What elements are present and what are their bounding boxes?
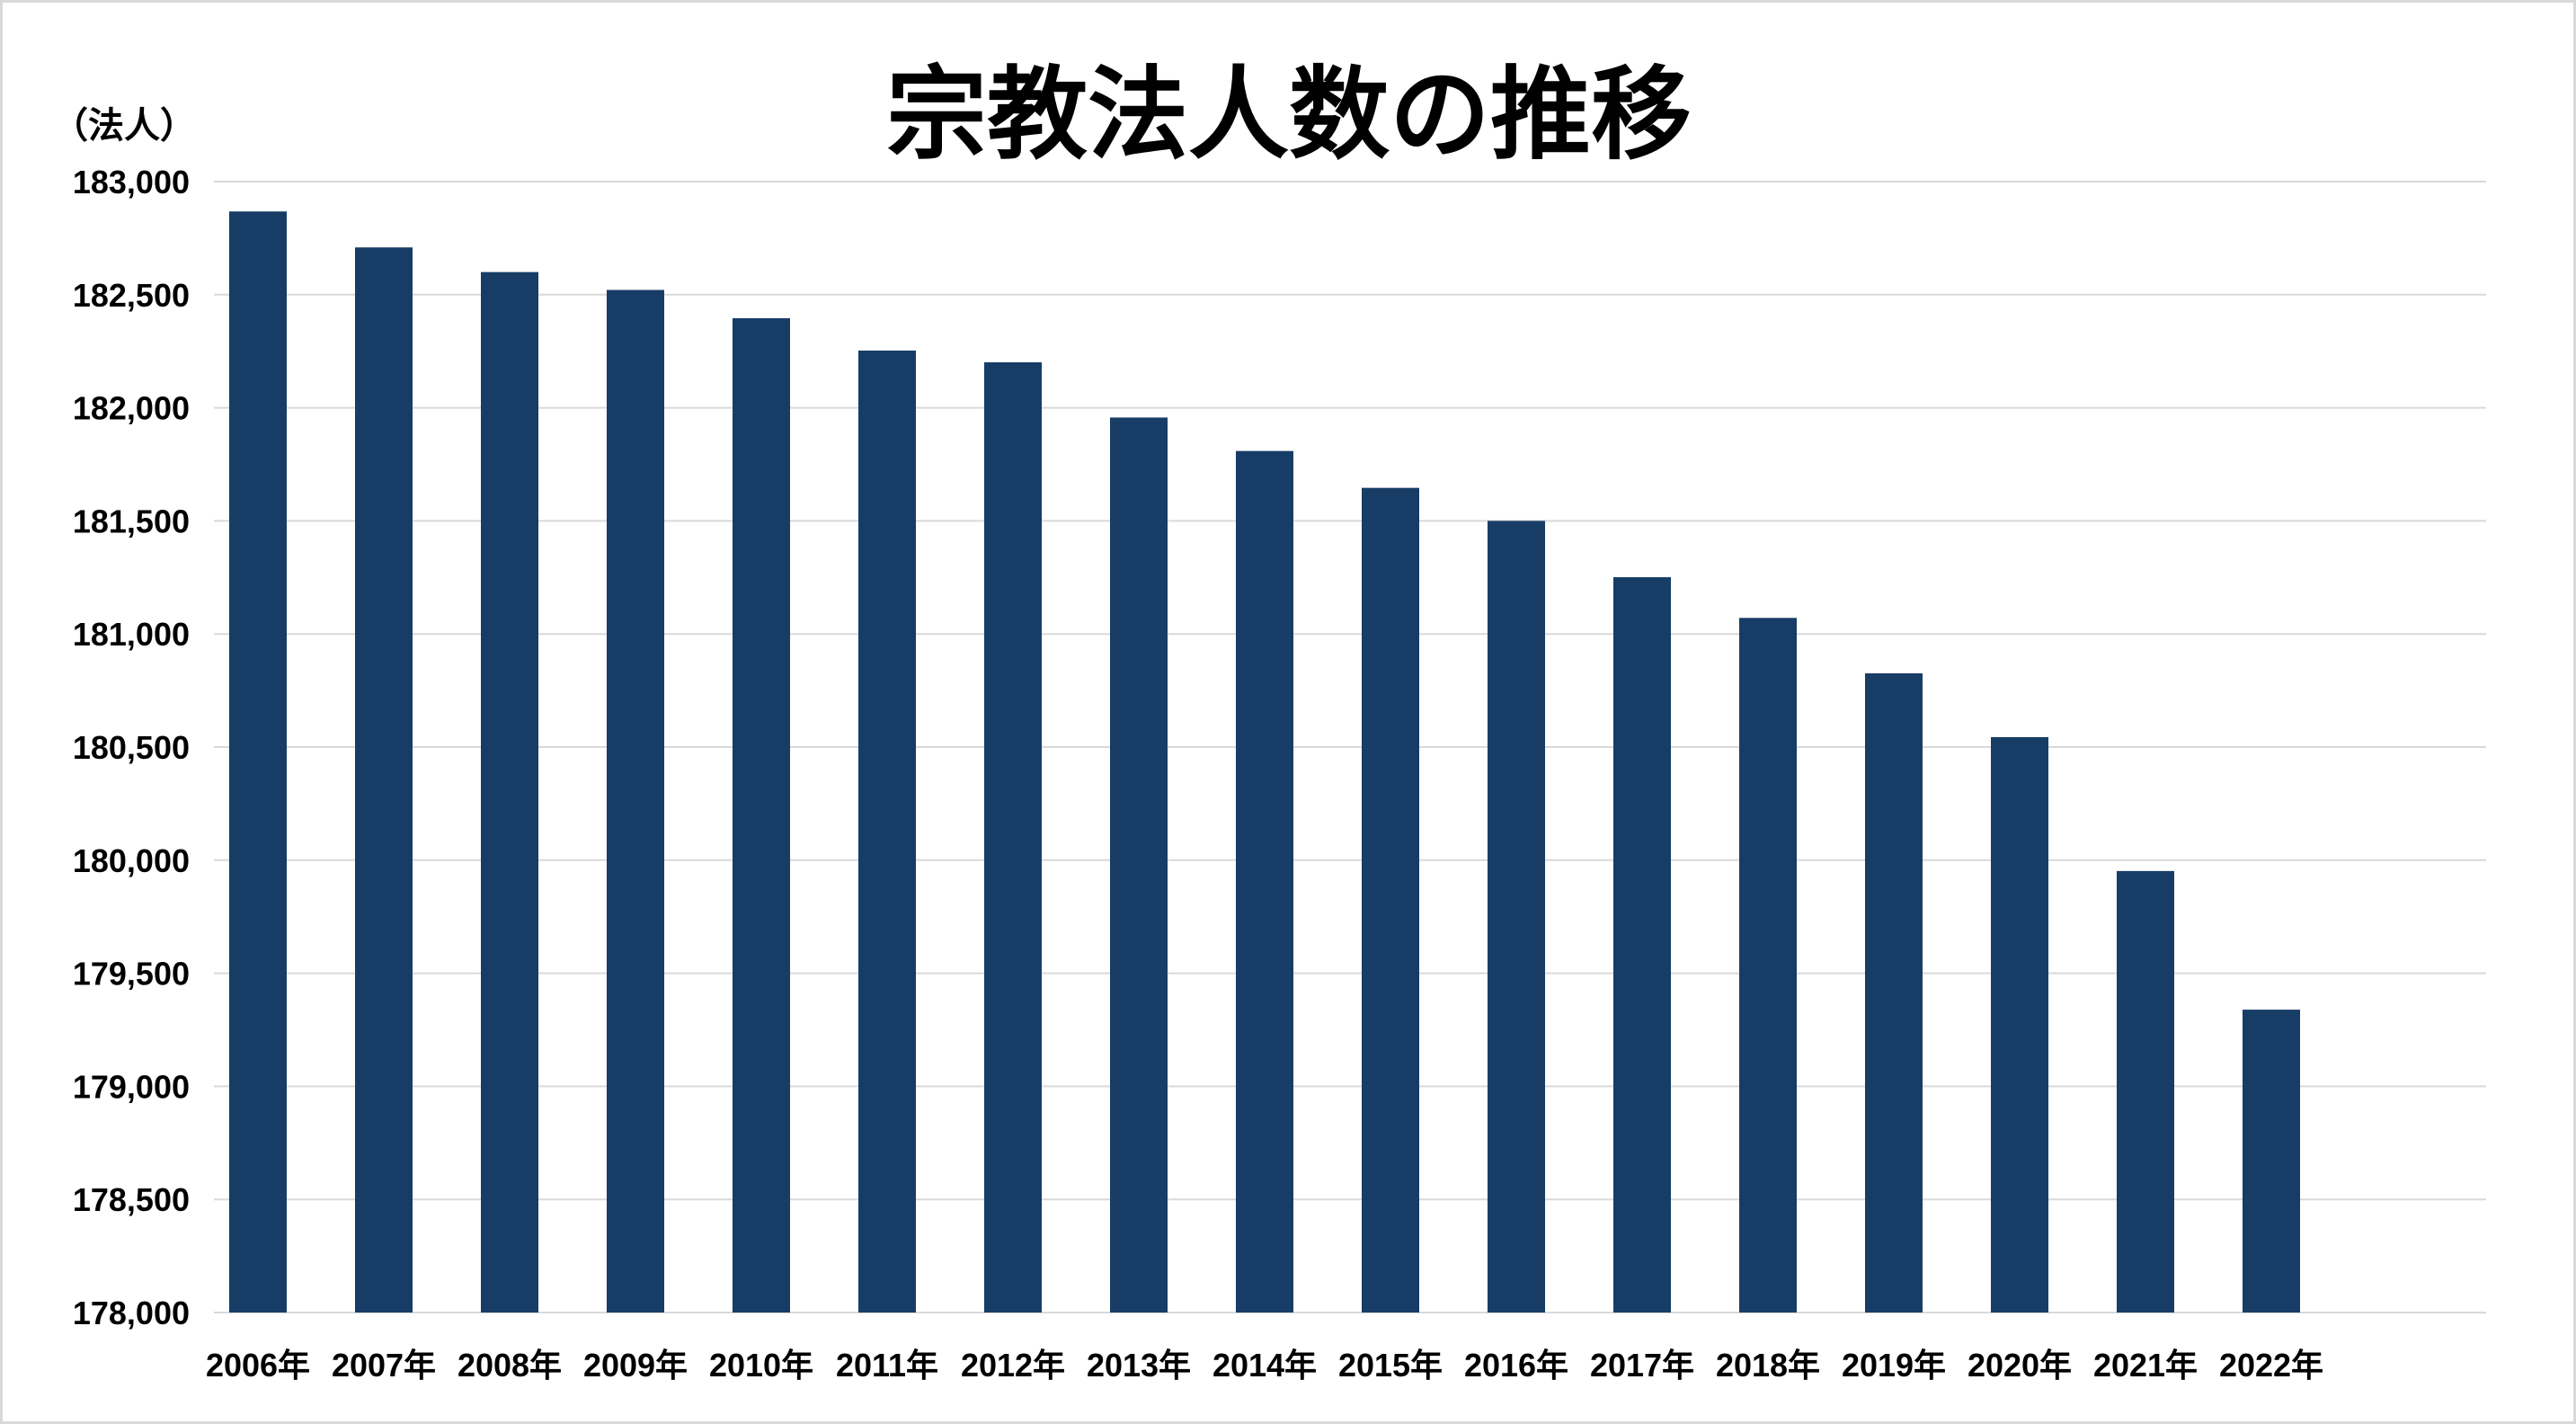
- y-axis-tick-labels: 178,000 178,500 179,000 179,500 180,000 180,5…: [73, 164, 190, 1331]
- bar-2013年: [1110, 417, 1168, 1313]
- bar-2015年: [1362, 487, 1419, 1313]
- y-tick-label: 179,000: [73, 1068, 190, 1105]
- x-tick-label: 2016年: [1464, 1347, 1568, 1384]
- x-tick-label: 2020年: [1968, 1347, 2072, 1384]
- bar-2017年: [1613, 577, 1671, 1313]
- bar-2011年: [858, 350, 916, 1313]
- bar-2020年: [1991, 736, 2048, 1313]
- x-tick-label: 2021年: [2093, 1347, 2198, 1384]
- x-tick-label: 2010年: [709, 1347, 813, 1384]
- bar-2008年: [481, 271, 538, 1313]
- x-tick-label: 2011年: [836, 1347, 938, 1384]
- x-tick-label: 2006年: [206, 1347, 310, 1384]
- y-tick-label: 181,500: [73, 503, 190, 539]
- bars: [229, 211, 2300, 1313]
- x-axis-tick-labels: 2006年 2007年 2008年 2009年 2010年 2011年 2012年 2013年…: [206, 1347, 2323, 1384]
- bar-2006年: [229, 211, 287, 1313]
- y-tick-label: 180,000: [73, 842, 190, 879]
- chart-title: 宗教法人数の推移: [886, 57, 1692, 174]
- bar-2018年: [1739, 618, 1797, 1313]
- y-tick-label: 180,500: [73, 729, 190, 766]
- y-tick-label: 178,000: [73, 1295, 190, 1331]
- x-tick-label: 2008年: [457, 1347, 562, 1384]
- bar-2014年: [1236, 450, 1293, 1313]
- x-tick-label: 2009年: [583, 1347, 688, 1384]
- bar-2010年: [733, 317, 790, 1313]
- y-tick-label: 179,500: [73, 956, 190, 992]
- y-tick-label: 182,000: [73, 390, 190, 427]
- y-tick-label: 178,500: [73, 1181, 190, 1218]
- y-tick-label: 182,500: [73, 277, 190, 314]
- x-tick-label: 2013年: [1087, 1347, 1191, 1384]
- bar-2009年: [607, 289, 664, 1313]
- gridlines: [214, 181, 2486, 1313]
- bar-2016年: [1488, 521, 1545, 1313]
- x-tick-label: 2015年: [1338, 1347, 1443, 1384]
- bar-2012年: [984, 362, 1042, 1313]
- x-tick-label: 2012年: [961, 1347, 1065, 1384]
- bar-2019年: [1865, 672, 1923, 1313]
- y-tick-label: 183,000: [73, 164, 190, 200]
- y-tick-label: 181,000: [73, 616, 190, 653]
- bar-2007年: [355, 247, 413, 1313]
- bar-chart: 宗教法人数の推移 （法人） 178,000 178,500 179,000 179,5…: [52, 57, 2486, 1384]
- x-tick-label: 2017年: [1590, 1347, 1694, 1384]
- x-tick-label: 2007年: [332, 1347, 436, 1384]
- x-tick-label: 2019年: [1842, 1347, 1946, 1384]
- bar-2022年: [2243, 1010, 2300, 1313]
- bar-2021年: [2117, 870, 2174, 1313]
- y-axis-unit-label: （法人）: [52, 105, 196, 147]
- x-tick-label: 2022年: [2219, 1347, 2323, 1384]
- x-tick-label: 2014年: [1212, 1347, 1317, 1384]
- x-tick-label: 2018年: [1716, 1347, 1820, 1384]
